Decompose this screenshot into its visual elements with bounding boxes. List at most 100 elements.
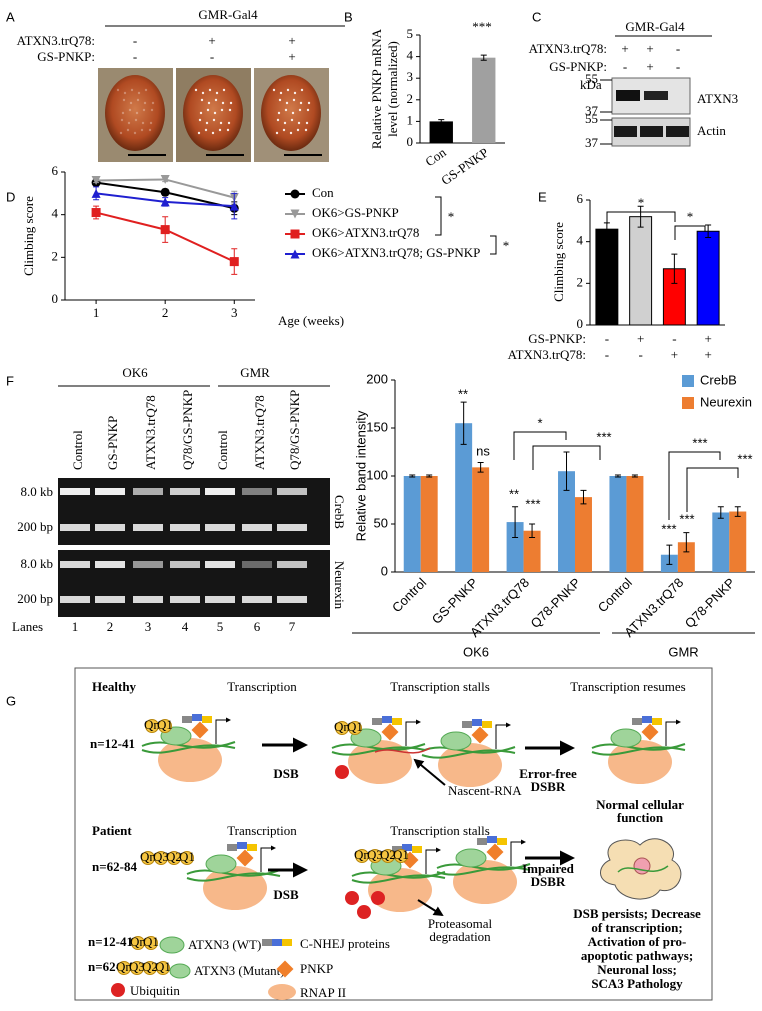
nhej [487, 836, 497, 843]
ommatidia-glint [128, 108, 132, 112]
gel [58, 550, 330, 617]
group-label: GMR [240, 365, 270, 380]
band [95, 561, 125, 568]
tss-arrow [425, 847, 441, 874]
marker [229, 257, 239, 267]
error-bar [477, 462, 484, 473]
nhej [652, 718, 662, 725]
ommatidia-glint [220, 108, 224, 112]
error-bar [460, 401, 467, 445]
glutamine-label: Qn [116, 959, 132, 974]
rnap [203, 866, 267, 910]
ommatidia-glint [221, 101, 225, 105]
ommatidia-glint [130, 88, 134, 92]
pnkp [276, 960, 294, 978]
error-bar [637, 205, 644, 228]
bar [429, 121, 453, 143]
x-tick-label: GS-PNKP [429, 575, 481, 627]
band [133, 561, 163, 568]
significance-label: ** [458, 386, 468, 401]
ommatidia-glint [275, 131, 279, 135]
significance-bracket [513, 431, 567, 460]
lane-label: Control [215, 430, 230, 470]
ommatidia-glint [119, 131, 123, 135]
eye [105, 75, 165, 151]
row-label: ATXN3.trQ78: [17, 33, 95, 48]
pnkp [486, 843, 504, 861]
gene-label: Neurexin [332, 561, 347, 610]
ommatidia-glint [136, 98, 140, 102]
ommatidia-glint [200, 98, 204, 102]
marker [91, 208, 101, 218]
genotype-sign: + [208, 33, 215, 48]
ommatidia-glint [207, 101, 211, 105]
rnap [438, 743, 502, 787]
outcome: apoptotic pathways; [581, 948, 693, 963]
condition-sign: + [671, 347, 678, 362]
nhej [412, 846, 422, 853]
ommatidia-glint [291, 111, 295, 115]
eye [261, 75, 321, 151]
ommatidia-glint [306, 108, 310, 112]
lane-number: 7 [289, 619, 296, 634]
condition-sign: + [637, 331, 644, 346]
nhej [227, 844, 237, 851]
process-label: DSB [273, 766, 299, 781]
nhej [632, 718, 642, 725]
error-bar [438, 119, 445, 124]
ommatidia-glint [297, 121, 301, 125]
tss-arrow [405, 719, 421, 746]
ommatidia-glint [142, 108, 146, 112]
atxn3 [159, 936, 185, 954]
error-bar [671, 253, 678, 284]
nhej [182, 716, 192, 723]
process-label: DSB [273, 887, 299, 902]
x-tick-label: Control [389, 575, 429, 615]
band [170, 561, 200, 568]
ubiquitin [371, 891, 385, 905]
y-tick-label: 0 [407, 134, 414, 149]
y-tick-label: 3 [407, 69, 414, 84]
significance-label: *** [472, 19, 492, 34]
band [95, 596, 125, 603]
size-marker: 55 [585, 111, 598, 126]
legend-swatch [682, 375, 694, 387]
glutamine [144, 936, 158, 950]
band [614, 126, 637, 137]
annotation: Nascent-RNA [448, 783, 522, 798]
glutamine-label: Q1 [143, 934, 159, 949]
marker [160, 174, 170, 184]
nhej [247, 844, 257, 851]
y-axis-label: level (normalized) [385, 41, 400, 137]
y-tick-label: 2 [577, 274, 584, 289]
ommatidia-glint [211, 131, 215, 135]
outcome: Normal cellular [596, 797, 684, 812]
outcome: SCA3 Pathology [591, 976, 683, 991]
error-bar [409, 474, 416, 478]
band [60, 596, 90, 603]
ommatidia-glint [197, 131, 201, 135]
atxn3 [610, 728, 642, 748]
atxn3 [169, 963, 191, 979]
significance-label: *** [596, 429, 611, 444]
glutamine-label: Qn [144, 717, 160, 732]
dna [141, 744, 236, 754]
y-tick-label: 50 [374, 515, 388, 530]
rnap [608, 740, 672, 784]
legend-label: CrebB [700, 372, 737, 387]
band [205, 561, 235, 568]
ommatidia-glint [307, 101, 311, 105]
ommatidia-glint [198, 118, 202, 122]
nhej [272, 939, 282, 946]
significance-bracket [686, 467, 739, 512]
annotation: Proteasomal [428, 916, 493, 931]
band [277, 524, 307, 531]
legend-label: OK6>ATXN3.trQ78 [312, 225, 419, 240]
bar [626, 476, 644, 572]
lane-number: 6 [254, 619, 261, 634]
error-bar [717, 506, 724, 519]
bar [523, 530, 541, 572]
lane-label: Q78/GS-PNKP [180, 390, 195, 470]
ommatidia-glint [208, 88, 212, 92]
band [242, 596, 272, 603]
